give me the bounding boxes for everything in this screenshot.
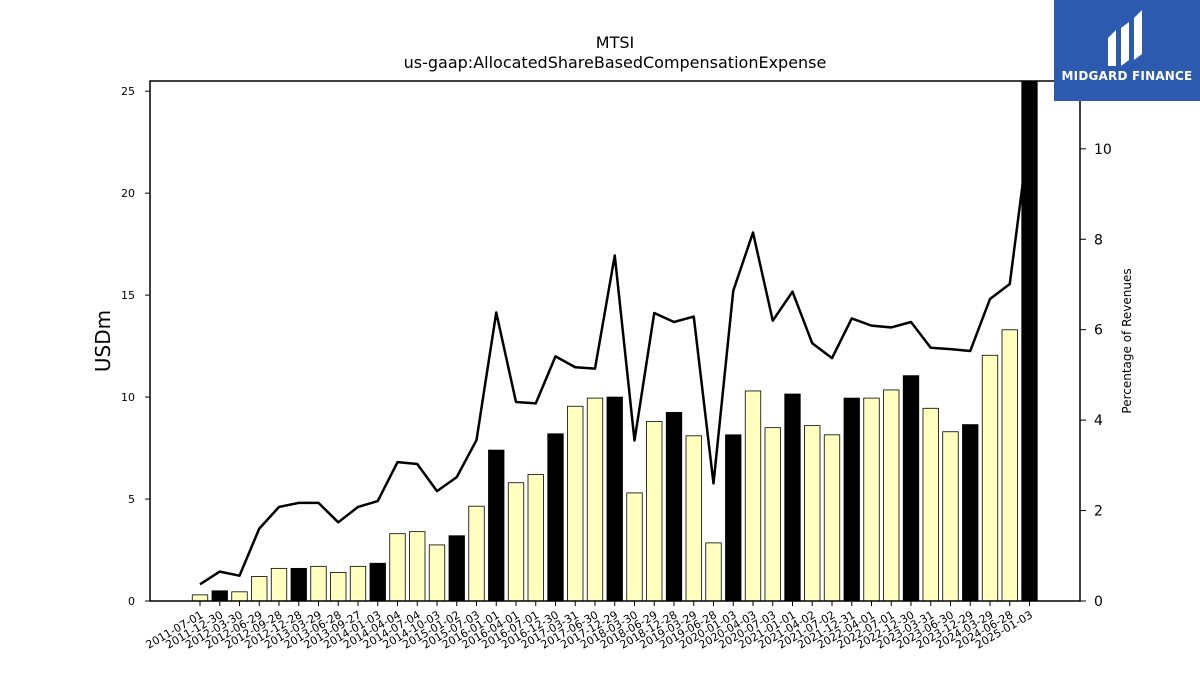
bar-2016-12-30 — [547, 433, 564, 602]
bar-2015-07-03 — [468, 505, 485, 602]
bar-2020-07-03 — [764, 427, 781, 602]
bar-2011-12-30 — [211, 590, 228, 602]
x-axis: 2011-07-012011-12-302012-03-302012-06-29… — [144, 601, 1035, 652]
bars-layer — [191, 80, 1038, 602]
bar-2014-04-04 — [389, 533, 406, 602]
y2-tick-label-4: 4 — [1094, 413, 1103, 429]
y2-tick-label-2: 2 — [1094, 504, 1103, 520]
chart-title: MTSI — [596, 33, 634, 52]
bar-2013-06-28 — [330, 572, 347, 602]
bar-2014-07-04 — [409, 531, 426, 602]
bar-2015-01-02 — [448, 535, 465, 602]
bar-2017-12-29 — [606, 396, 623, 602]
y-tick-label-5: 5 — [128, 493, 135, 506]
y2-tick-label-6: 6 — [1094, 323, 1103, 339]
y-tick-label-10: 10 — [121, 391, 135, 404]
y2-tick-label-10: 10 — [1094, 142, 1112, 158]
y-tick-label-20: 20 — [121, 187, 135, 200]
midgard-logo-icon — [1108, 10, 1142, 66]
chart-subtitle: us-gaap:AllocatedShareBasedCompensationE… — [404, 53, 827, 72]
bar-2017-03-31 — [567, 405, 584, 602]
bar-2021-12-31 — [843, 397, 860, 602]
bar-2016-04-01 — [507, 482, 525, 602]
bar-2019-03-29 — [685, 435, 702, 602]
bar-2020-04-03 — [744, 390, 762, 602]
bar-2013-03-29 — [310, 565, 327, 602]
bar-2023-06-30 — [942, 431, 959, 602]
y-axis-right: 0 2 4 6 8 10 — [1080, 142, 1112, 610]
bar-2023-12-29 — [962, 424, 979, 602]
bar-2021-01-01 — [784, 393, 801, 602]
bar-2012-09-28 — [270, 567, 288, 602]
bar-2012-06-29 — [251, 576, 268, 602]
bar-2016-07-01 — [527, 474, 544, 602]
bar-2012-12-28 — [290, 567, 307, 602]
bar-2019-06-28 — [705, 542, 722, 602]
y-axis-label: USDm — [91, 310, 115, 372]
bar-2022-04-01 — [863, 397, 880, 602]
bar-2018-12-28 — [665, 411, 683, 602]
y2-tick-label-8: 8 — [1094, 232, 1103, 248]
bar-2014-01-03 — [369, 562, 386, 602]
brand-logo: MIDGARD FINANCE — [1054, 0, 1200, 101]
y2-tick-label-0: 0 — [1094, 594, 1103, 610]
bar-2021-04-02 — [804, 425, 821, 602]
revenue-percentage-line — [199, 130, 1031, 586]
y-tick-label-15: 15 — [121, 289, 135, 302]
bar-2016-01-01 — [488, 449, 505, 602]
y2-axis-label: Percentage of Revenues — [1120, 268, 1134, 413]
bar-2018-06-29 — [646, 421, 663, 602]
bar-2011-07-01 — [191, 594, 209, 602]
brand-name: MIDGARD FINANCE — [1061, 69, 1193, 83]
bar-2024-06-28 — [1001, 329, 1018, 602]
y-tick-label-25: 25 — [121, 85, 135, 98]
bar-2022-07-01 — [883, 389, 900, 602]
bar-2025-01-03 — [1021, 80, 1038, 602]
line-layer — [199, 130, 1031, 586]
bar-2014-10-03 — [428, 544, 446, 602]
bar-2018-03-30 — [626, 492, 643, 602]
bar-2023-03-31 — [922, 407, 939, 602]
y-axis-left: 0 5 10 15 20 25 — [121, 85, 150, 608]
bar-2022-12-30 — [902, 375, 920, 602]
bar-2017-06-30 — [586, 397, 604, 602]
bar-2021-07-02 — [823, 434, 841, 602]
y-tick-label-0: 0 — [128, 595, 135, 608]
bar-2012-03-30 — [231, 591, 248, 602]
bar-2013-09-27 — [349, 565, 367, 602]
bar-2020-01-03 — [725, 434, 742, 602]
bar-2024-03-29 — [981, 354, 999, 602]
